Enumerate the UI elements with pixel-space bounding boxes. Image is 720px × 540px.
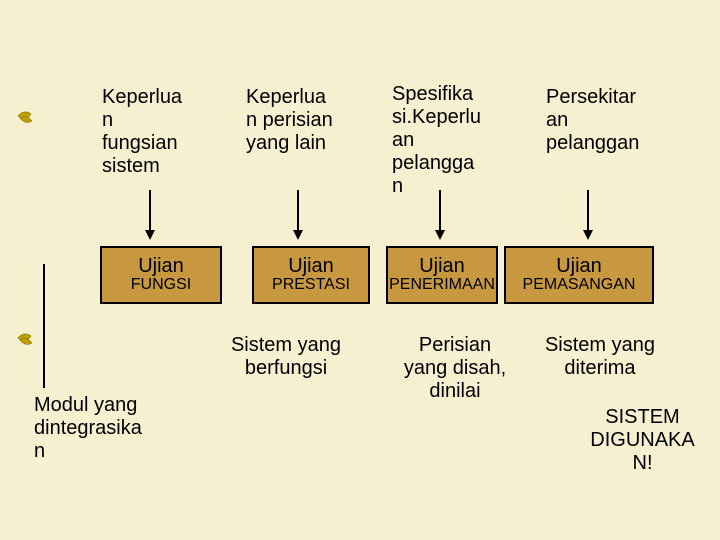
bottom-label: SISTEM DIGUNAKA N!: [560, 406, 720, 475]
box-line1: Ujian: [419, 256, 465, 277]
box-line1: Ujian: [138, 256, 184, 277]
bullet-icon: [18, 112, 32, 123]
bottom-label: Modul yang dintegrasika n: [34, 394, 194, 463]
down-arrow-icon: [583, 190, 593, 240]
top-label: Persekitar an pelanggan: [546, 86, 676, 155]
box-line2: PRESTASI: [272, 277, 350, 294]
box-line2: PEMASANGAN: [523, 277, 636, 294]
down-arrow-icon: [145, 190, 155, 240]
test-box: UjianPENERIMAAN: [386, 246, 498, 304]
test-box: UjianPRESTASI: [252, 246, 370, 304]
down-arrow-icon: [293, 190, 303, 240]
test-box: UjianPEMASANGAN: [504, 246, 654, 304]
box-line1: Ujian: [288, 256, 334, 277]
bottom-label: Sistem yang berfungsi: [196, 334, 376, 380]
box-line1: Ujian: [556, 256, 602, 277]
bullet-icon: [18, 334, 32, 345]
bottom-label: Sistem yang diterima: [510, 334, 690, 380]
top-label: Keperlua n fungsian sistem: [102, 86, 222, 178]
top-label: Spesifika si.Keperlu an pelangga n: [392, 83, 522, 198]
box-line2: PENERIMAAN: [389, 277, 495, 294]
test-box: UjianFUNGSI: [100, 246, 222, 304]
box-line2: FUNGSI: [131, 277, 191, 294]
top-label: Keperlua n perisian yang lain: [246, 86, 376, 155]
